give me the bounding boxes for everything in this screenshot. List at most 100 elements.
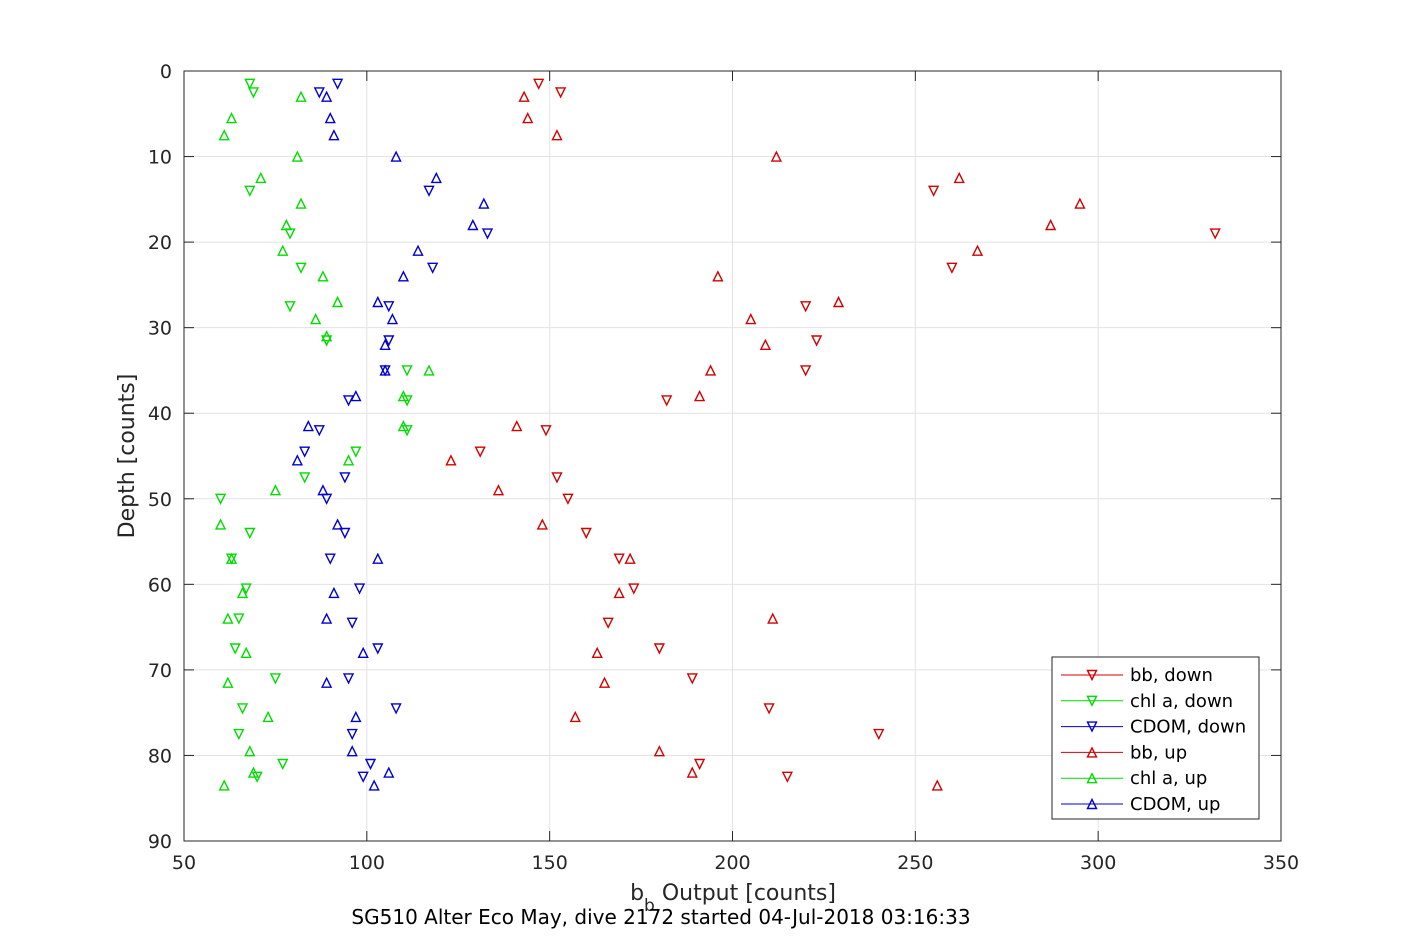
data-point (320, 90, 333, 102)
data-point (1209, 228, 1221, 240)
series-bb-down (474, 78, 1221, 783)
y-tick-label: 70 (148, 660, 172, 682)
data-point (1074, 197, 1086, 209)
data-point (244, 527, 256, 540)
series-chl-a-up (214, 90, 435, 791)
data-point (222, 612, 234, 624)
data-point (364, 758, 377, 771)
x-tick-label: 100 (349, 852, 385, 874)
data-point (310, 313, 322, 325)
data-point (233, 613, 245, 625)
data-point (613, 553, 625, 565)
data-point (927, 185, 940, 197)
data-point (236, 703, 249, 715)
data-point (324, 553, 336, 565)
data-point (946, 262, 958, 274)
data-point (331, 78, 344, 90)
y-tick-label: 0 (160, 61, 172, 83)
legend-marker (1086, 772, 1098, 784)
data-point (214, 493, 227, 505)
data-point (346, 728, 358, 741)
data-point (295, 90, 307, 102)
data-point (320, 330, 333, 342)
data-point (770, 150, 783, 162)
data-point (390, 150, 402, 162)
data-point (229, 643, 241, 655)
legend-marker (1086, 721, 1098, 733)
legend-box (1051, 656, 1260, 820)
data-point (800, 301, 812, 313)
series-cdom-down (299, 78, 494, 783)
legend-marker (1086, 797, 1098, 810)
x-axis-label-main: b (630, 881, 644, 906)
legend-label: bb, up (1130, 742, 1187, 763)
data-point (244, 745, 256, 757)
data-point (759, 338, 772, 350)
data-point (522, 111, 534, 124)
data-point (781, 771, 793, 783)
data-point (474, 446, 486, 458)
data-point (540, 425, 552, 437)
data-point (299, 472, 311, 484)
data-point (386, 313, 399, 325)
data-point (397, 419, 410, 432)
x-tick-label: 150 (532, 852, 568, 874)
data-point (236, 586, 249, 599)
data-point (397, 270, 410, 282)
data-point (971, 244, 984, 256)
data-point (280, 218, 293, 231)
data-point (518, 90, 530, 102)
data-point (580, 527, 592, 540)
data-point (953, 171, 965, 184)
data-point (401, 365, 413, 377)
data-point (569, 710, 581, 723)
data-point (331, 518, 344, 530)
y-tick-label: 10 (148, 147, 172, 169)
legend-marker (1086, 669, 1098, 682)
data-point (693, 390, 706, 402)
x-axis-label: bb Output [counts] (630, 881, 836, 916)
data-point (800, 365, 812, 377)
data-point (427, 262, 439, 274)
data-point (832, 295, 845, 308)
data-point (324, 111, 336, 124)
data-point (481, 228, 494, 240)
y-axis-label: Depth [counts] (115, 374, 140, 539)
data-point (661, 395, 673, 407)
data-point (328, 586, 340, 599)
data-point (317, 270, 329, 282)
data-point (350, 390, 362, 402)
data-point (745, 313, 757, 325)
data-point (551, 129, 563, 141)
data-point (339, 527, 351, 540)
data-point (255, 171, 267, 184)
data-point (383, 301, 395, 313)
data-point (284, 228, 296, 240)
data-point (350, 446, 362, 458)
data-point (511, 419, 523, 432)
data-point (342, 673, 355, 685)
data-point (302, 419, 314, 432)
data-point (712, 270, 724, 282)
data-point (218, 779, 230, 791)
data-point (269, 484, 282, 496)
y-tick-label: 60 (148, 574, 172, 596)
data-point (277, 758, 289, 771)
data-point (350, 710, 362, 723)
x-tick-label: 300 (1080, 852, 1116, 874)
data-point (247, 87, 260, 99)
data-point (244, 78, 256, 90)
legend-label: bb, down (1130, 665, 1213, 686)
data-point (602, 617, 614, 629)
data-point (628, 583, 640, 595)
data-point (240, 646, 252, 658)
data-point (244, 185, 256, 197)
data-series (214, 78, 1221, 791)
y-tick-label: 20 (148, 232, 172, 254)
data-point (430, 171, 442, 184)
x-tick-label: 200 (714, 852, 750, 874)
data-point (1044, 218, 1057, 231)
data-point (653, 643, 665, 655)
x-axis-label-rest: Output [counts] (655, 881, 836, 906)
